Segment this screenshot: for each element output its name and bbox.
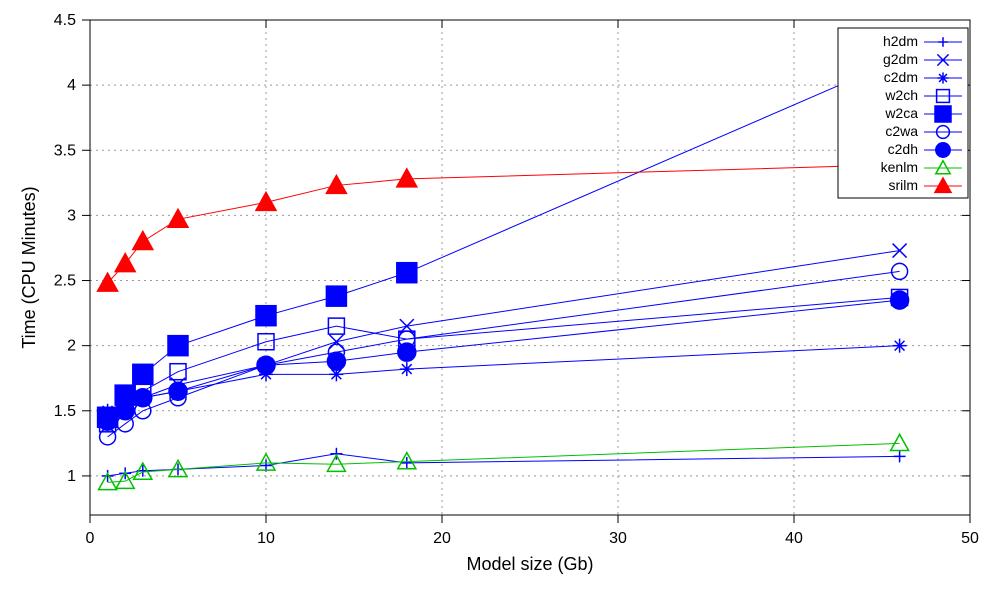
svg-text:0: 0: [86, 530, 95, 547]
svg-text:c2dm: c2dm: [884, 69, 918, 85]
svg-text:c2dh: c2dh: [888, 141, 918, 157]
svg-text:1.5: 1.5: [54, 403, 76, 420]
svg-text:3.5: 3.5: [54, 142, 76, 159]
chart-svg: 1 1.5 2 2.5 3 3.5 4 4.5 0 10 20 30 40 50 Model size (G…: [0, 0, 1000, 600]
svg-text:g2dm: g2dm: [883, 51, 918, 67]
legend: h2dm g2dm c2dm w2ch w2ca c2wa c2dh kenlm srilm: [838, 28, 968, 198]
svg-text:srilm: srilm: [888, 177, 918, 193]
svg-text:kenlm: kenlm: [881, 159, 918, 175]
svg-text:w2ca: w2ca: [884, 105, 918, 121]
svg-text:4.5: 4.5: [54, 12, 76, 29]
svg-text:4: 4: [67, 77, 76, 94]
svg-text:50: 50: [961, 530, 979, 547]
x-axis-label: Model size (Gb): [466, 554, 593, 574]
svg-text:h2dm: h2dm: [883, 33, 918, 49]
y-axis-label: Time (CPU Minutes): [19, 186, 39, 348]
svg-text:c2wa: c2wa: [885, 123, 918, 139]
svg-text:3: 3: [67, 207, 76, 224]
svg-text:40: 40: [785, 530, 803, 547]
svg-text:2.5: 2.5: [54, 273, 76, 290]
chart-container: 1 1.5 2 2.5 3 3.5 4 4.5 0 10 20 30 40 50 Model size (G…: [0, 0, 1000, 600]
svg-text:10: 10: [257, 530, 275, 547]
svg-text:2: 2: [67, 338, 76, 355]
svg-text:1: 1: [67, 468, 76, 485]
svg-text:w2ch: w2ch: [884, 87, 918, 103]
svg-text:30: 30: [609, 530, 627, 547]
svg-text:20: 20: [433, 530, 451, 547]
